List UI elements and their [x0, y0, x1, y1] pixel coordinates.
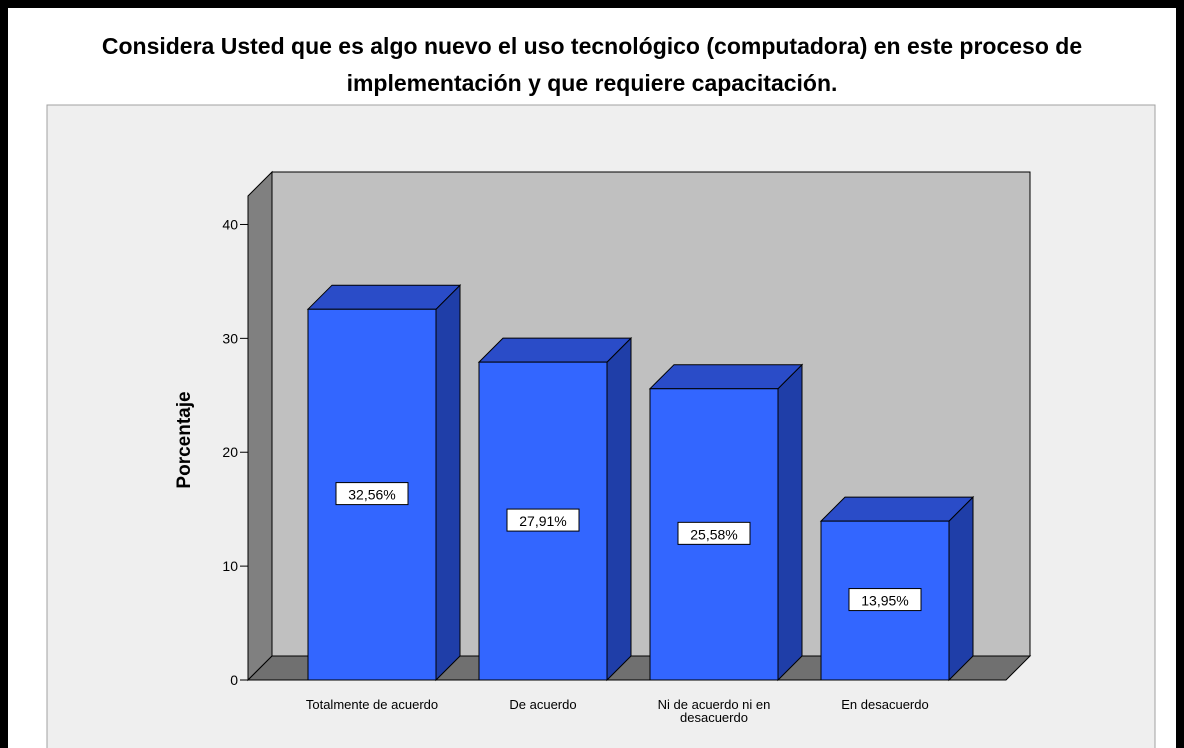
bar-side: [777, 363, 803, 682]
value-label: 27,91%: [519, 513, 566, 529]
value-label: 25,58%: [690, 526, 737, 542]
bar-top: [306, 284, 462, 310]
value-label-box: [677, 521, 751, 545]
bar: [477, 336, 633, 682]
y-tick-label: 10: [222, 558, 238, 574]
chart-title: Considera Usted que es algo nuevo el uso…: [101, 33, 1083, 96]
bar-side: [435, 283, 461, 682]
value-label-box: [335, 482, 409, 506]
y-tick-label: 40: [222, 216, 238, 232]
y-tick-label: 0: [230, 672, 238, 688]
bar-top: [648, 364, 804, 390]
y-tick-label: 20: [222, 444, 238, 460]
x-tick-label: Ni de acuerdo ni en desacuerdo: [657, 697, 771, 725]
side-wall: [247, 170, 273, 682]
x-tick-label: De acuerdo: [509, 697, 577, 712]
y-axis-label: Porcentaje: [174, 391, 195, 488]
y-tick-label: 30: [222, 330, 238, 346]
x-tick-label: En desacuerdo: [841, 697, 929, 712]
x-tick-label: Totalmente de acuerdo: [305, 697, 439, 712]
bar-side: [948, 495, 974, 682]
bar-top: [819, 496, 975, 522]
value-label: 32,56%: [348, 487, 395, 503]
value-label-box: [848, 588, 922, 612]
value-label: 13,95%: [861, 593, 908, 609]
value-label-box: [506, 508, 580, 532]
bar-side: [606, 336, 632, 682]
bar-top: [477, 337, 633, 363]
